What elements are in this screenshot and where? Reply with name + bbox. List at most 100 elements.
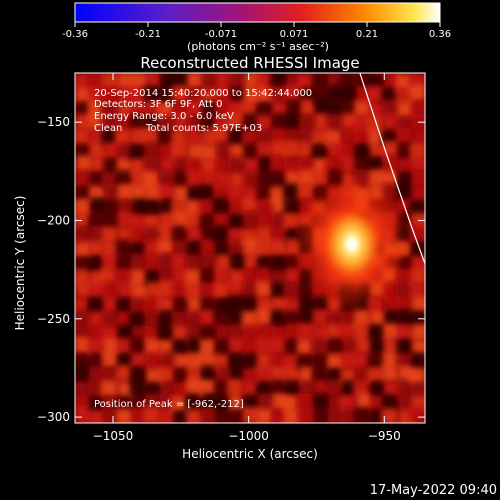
noise-pixel: [158, 366, 175, 383]
y-axis-ticks: −150 −200 −250 −300: [37, 115, 425, 424]
noise-pixel: [117, 338, 134, 355]
noise-pixel: [242, 407, 259, 423]
noise-pixel: [215, 366, 232, 383]
noise-pixel: [88, 255, 105, 272]
noise-pixel: [201, 73, 218, 89]
noise-pixel: [90, 282, 107, 299]
noise-pixel: [269, 85, 286, 102]
noise-pixel: [75, 256, 91, 273]
noise-pixel: [243, 211, 260, 228]
noise-pixel: [339, 73, 356, 89]
noise-pixel: [172, 338, 189, 355]
noise-pixel: [215, 240, 232, 257]
noise-pixel: [115, 239, 132, 256]
noise-pixel: [354, 100, 371, 117]
noise-pixel: [241, 101, 258, 118]
noise-pixel: [340, 407, 357, 423]
noise-pixel: [283, 395, 300, 412]
noise-pixel: [272, 128, 289, 145]
x-axis-label: Heliocentric X (arcsec): [182, 447, 318, 461]
noise-pixel: [173, 186, 190, 203]
noise-pixel: [186, 379, 203, 396]
noise-pixel: [398, 158, 415, 175]
noise-pixel: [272, 227, 289, 244]
noise-pixel: [174, 240, 191, 257]
noise-pixel: [87, 380, 104, 397]
noise-pixel: [312, 73, 329, 89]
noise-pixel: [383, 323, 400, 340]
noise-pixel: [157, 297, 174, 314]
noise-pixel: [143, 297, 160, 314]
noise-pixel: [368, 324, 385, 341]
noise-pixel: [241, 311, 258, 328]
noise-pixel: [243, 143, 260, 160]
noise-pixel: [202, 172, 219, 189]
noise-pixel: [370, 380, 387, 397]
noise-pixel: [144, 338, 161, 355]
noise-pixel: [201, 100, 218, 117]
noise-pixel: [368, 156, 385, 173]
noise-pixel: [298, 323, 315, 340]
noise-pixel: [313, 354, 330, 371]
noise-pixel: [131, 87, 148, 104]
noise-pixel: [75, 324, 91, 341]
noise-pixel: [102, 158, 119, 175]
noise-pixel: [314, 407, 331, 423]
noise-pixel: [187, 99, 204, 116]
noise-pixel: [201, 158, 218, 175]
noise-pixel: [229, 310, 246, 327]
noise-pixel: [383, 296, 400, 313]
noise-pixel: [200, 297, 217, 314]
noise-pixel: [243, 325, 260, 342]
noise-pixel: [271, 73, 288, 88]
noise-pixel: [129, 227, 146, 244]
noise-pixel: [354, 323, 371, 340]
noise-pixel: [411, 256, 425, 273]
noise-pixel: [102, 310, 119, 327]
noise-pixel: [159, 281, 176, 298]
noise-pixel: [284, 408, 301, 423]
noise-pixel: [283, 198, 300, 215]
noise-pixel: [188, 143, 205, 160]
noise-pixel: [75, 170, 92, 187]
noise-pixel: [256, 337, 273, 354]
noise-pixel: [75, 366, 91, 383]
noise-pixel: [132, 393, 149, 410]
noise-pixel: [89, 142, 106, 159]
noise-pixel: [340, 323, 357, 340]
noise-pixel: [256, 102, 273, 119]
noise-pixel: [383, 352, 400, 369]
colorbar-tick-label: -0.36: [62, 29, 88, 40]
noise-pixel: [311, 338, 328, 355]
noise-pixel: [228, 239, 245, 256]
noise-pixel: [187, 240, 204, 257]
heatmap-image: [75, 73, 425, 423]
noise-pixel: [103, 297, 120, 314]
noise-pixel: [185, 393, 202, 410]
noise-pixel: [382, 183, 399, 200]
noise-pixel: [158, 310, 175, 327]
noise-pixel: [118, 184, 135, 201]
noise-pixel: [201, 365, 218, 382]
noise-pixel: [339, 395, 356, 412]
noise-pixel: [171, 396, 188, 413]
noise-pixel: [199, 339, 216, 356]
noise-pixel: [75, 242, 91, 259]
noise-pixel: [299, 115, 316, 132]
noise-pixel: [213, 309, 230, 326]
noise-pixel: [410, 268, 425, 285]
noise-pixel: [326, 113, 343, 130]
noise-pixel: [118, 281, 135, 298]
noise-pixel: [157, 239, 174, 256]
noise-pixel: [328, 85, 345, 102]
noise-pixel: [116, 298, 133, 315]
noise-pixel: [270, 255, 287, 272]
noise-pixel: [90, 197, 107, 214]
noise-pixel: [117, 101, 134, 118]
noise-pixel: [213, 127, 230, 144]
noise-pixel: [256, 240, 273, 257]
noise-pixel: [356, 73, 373, 89]
noise-pixel: [215, 396, 232, 413]
noise-pixel: [370, 337, 387, 354]
colorbar-tick-label: 0.071: [280, 29, 309, 40]
